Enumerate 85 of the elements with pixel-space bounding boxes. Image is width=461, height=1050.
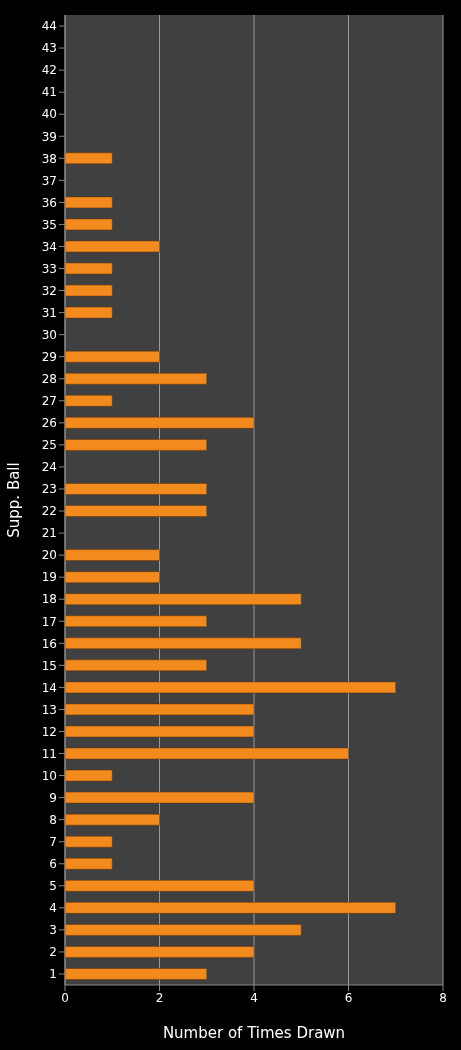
y-tick-label: 23 xyxy=(41,482,57,497)
y-tick-label: 34 xyxy=(41,239,57,254)
bar xyxy=(65,791,255,804)
y-tick-label: 32 xyxy=(41,283,57,298)
bar xyxy=(65,350,160,363)
y-tick-label: 18 xyxy=(41,592,57,607)
y-tick-label: 14 xyxy=(41,680,57,695)
bar xyxy=(65,306,113,319)
y-tick-label: 9 xyxy=(49,790,57,805)
bar xyxy=(65,659,207,672)
y-tick-label: 2 xyxy=(49,945,57,960)
bar xyxy=(65,262,113,275)
y-tick-label: 7 xyxy=(49,834,57,849)
y-tick-label: 43 xyxy=(41,41,57,56)
bar xyxy=(65,924,302,936)
y-tick-label: 1 xyxy=(49,967,57,982)
x-axis-title: Number of Times Drawn xyxy=(162,1024,346,1042)
y-tick-label: 35 xyxy=(41,217,57,232)
bar xyxy=(65,549,160,561)
bar xyxy=(65,880,255,892)
bar xyxy=(65,505,207,517)
y-tick-label: 26 xyxy=(41,416,57,431)
y-tick-label: 38 xyxy=(41,151,57,166)
x-tick-label: 2 xyxy=(155,990,164,1005)
bar xyxy=(65,725,255,738)
bar xyxy=(65,637,302,650)
bar xyxy=(65,747,349,760)
y-tick-label: 21 xyxy=(41,526,57,541)
bar xyxy=(65,857,113,870)
y-tick-label: 28 xyxy=(41,372,57,387)
bar xyxy=(65,218,113,231)
bar xyxy=(65,968,207,980)
y-tick-label: 17 xyxy=(41,614,57,629)
bar xyxy=(65,835,113,848)
y-tick-label: 4 xyxy=(49,901,57,916)
x-tick-label: 0 xyxy=(61,990,69,1005)
bar xyxy=(65,571,160,583)
y-tick-label: 25 xyxy=(41,438,57,453)
y-tick-label: 5 xyxy=(49,879,57,894)
y-tick-label: 12 xyxy=(41,724,57,739)
y-tick-label: 36 xyxy=(41,195,57,210)
bar xyxy=(65,152,113,165)
y-tick-label: 40 xyxy=(41,107,57,122)
bar xyxy=(65,813,160,826)
y-tick-label: 8 xyxy=(49,812,57,827)
y-tick-label: 44 xyxy=(41,19,57,34)
y-tick-label: 30 xyxy=(41,327,57,342)
y-tick-label: 39 xyxy=(41,129,57,144)
bar xyxy=(65,593,302,605)
bar xyxy=(65,395,113,407)
x-tick-label: 8 xyxy=(439,990,447,1005)
y-tick-label: 20 xyxy=(41,548,57,563)
bar xyxy=(65,946,255,958)
y-tick-label: 10 xyxy=(41,768,57,783)
y-tick-label: 27 xyxy=(41,394,57,409)
y-tick-label: 13 xyxy=(41,702,57,717)
bar xyxy=(65,769,113,782)
x-tick-label: 6 xyxy=(344,990,353,1005)
bar xyxy=(65,196,113,209)
y-tick-label: 29 xyxy=(41,349,57,364)
bar xyxy=(65,240,160,253)
y-tick-label: 22 xyxy=(41,504,57,519)
y-tick-label: 42 xyxy=(41,63,57,78)
bar xyxy=(65,703,255,716)
y-axis-title: Supp. Ball xyxy=(5,462,24,538)
bar xyxy=(65,284,113,297)
bar xyxy=(65,417,255,429)
bar xyxy=(65,439,207,451)
bar xyxy=(65,615,207,627)
y-tick-label: 19 xyxy=(41,570,57,585)
bar xyxy=(65,681,396,694)
y-tick-label: 15 xyxy=(41,658,57,673)
y-tick-label: 41 xyxy=(41,85,57,100)
y-tick-label: 37 xyxy=(41,173,57,188)
y-tick-label: 16 xyxy=(41,636,57,651)
y-tick-label: 33 xyxy=(41,261,57,276)
y-tick-label: 31 xyxy=(41,305,57,320)
bar xyxy=(65,372,207,385)
y-tick-label: 3 xyxy=(49,923,57,938)
y-tick-label: 6 xyxy=(49,857,57,872)
y-tick-label: 11 xyxy=(41,746,57,761)
bar xyxy=(65,483,207,495)
x-tick-label: 4 xyxy=(250,990,258,1005)
y-tick-label: 24 xyxy=(41,460,57,475)
bar xyxy=(65,902,396,914)
